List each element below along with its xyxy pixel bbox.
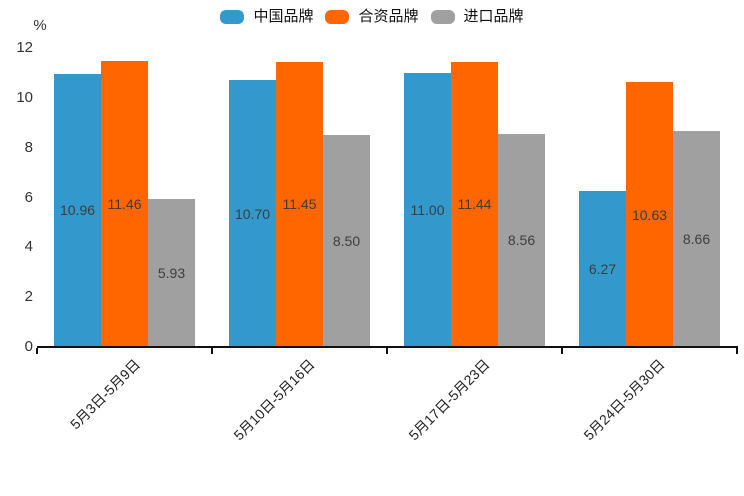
bar-中国品牌-5月10日-5月16日[interactable]: 10.70 <box>229 80 276 347</box>
bar-进口品牌-5月3日-5月9日[interactable]: 5.93 <box>148 199 195 347</box>
y-axis-tick-label: 0 <box>24 338 33 355</box>
legend-item-3[interactable]: 进口品牌 <box>430 8 524 25</box>
y-axis-tick-label: 4 <box>24 238 33 256</box>
x-axis-tick-mark <box>736 348 738 354</box>
x-axis-category-label: 5月17日-5月23日 <box>405 356 493 444</box>
bar-value-label: 5.93 <box>157 265 186 282</box>
bar-value-label: 11.44 <box>457 196 492 213</box>
x-axis-tick-mark <box>211 348 213 354</box>
legend-label: 中国品牌 <box>253 8 314 25</box>
bar-value-label: 8.56 <box>507 232 536 249</box>
bar-合资品牌-5月24日-5月30日[interactable]: 10.63 <box>626 82 673 347</box>
bar-中国品牌-5月3日-5月9日[interactable]: 10.96 <box>54 73 101 347</box>
x-axis-category-label: 5月24日-5月30日 <box>580 356 668 444</box>
legend-swatch-icon <box>430 10 455 24</box>
bar-value-label: 10.70 <box>234 205 271 222</box>
y-axis-unit-label: % <box>33 17 47 34</box>
x-axis-category-label: 5月3日-5月9日 <box>66 356 143 433</box>
bar-合资品牌-5月3日-5月9日[interactable]: 11.46 <box>101 61 148 347</box>
bar-value-label: 10.63 <box>631 206 668 223</box>
bar-合资品牌-5月17日-5月23日[interactable]: 11.44 <box>451 61 498 347</box>
y-axis-tick-label: 6 <box>24 188 33 206</box>
bar-中国品牌-5月24日-5月30日[interactable]: 6.27 <box>579 190 626 347</box>
legend-label: 进口品牌 <box>463 8 524 25</box>
bar-value-label: 11.00 <box>410 201 445 218</box>
legend-label: 合资品牌 <box>358 8 419 25</box>
bar-进口品牌-5月17日-5月23日[interactable]: 8.56 <box>498 133 545 347</box>
bar-value-label: 8.66 <box>682 231 711 248</box>
y-axis-tick-label: 12 <box>16 39 33 56</box>
x-axis-tick-mark <box>386 348 388 354</box>
bar-value-label: 8.50 <box>332 233 361 250</box>
y-axis-tick-label: 2 <box>24 288 33 306</box>
bar-value-label: 6.27 <box>588 260 617 277</box>
bar-进口品牌-5月24日-5月30日[interactable]: 8.66 <box>673 131 720 347</box>
bar-value-label: 11.46 <box>107 196 142 213</box>
x-axis-line <box>37 346 738 348</box>
y-axis-tick-label: 10 <box>16 88 33 106</box>
legend-item-2[interactable]: 合资品牌 <box>325 8 419 25</box>
x-axis-category-label: 5月10日-5月16日 <box>230 356 318 444</box>
legend-swatch-icon <box>325 10 350 24</box>
bar-进口品牌-5月10日-5月16日[interactable]: 8.50 <box>323 135 370 347</box>
y-axis-tick-label: 8 <box>24 138 33 156</box>
legend-item-1[interactable]: 中国品牌 <box>220 9 313 25</box>
x-axis-tick-mark <box>561 348 563 354</box>
bar-合资品牌-5月10日-5月16日[interactable]: 11.45 <box>276 61 323 347</box>
chart-legend: 中国品牌 合资品牌 进口品牌 <box>0 9 744 25</box>
bar-中国品牌-5月17日-5月23日[interactable]: 11.00 <box>404 72 451 347</box>
bar-value-label: 10.96 <box>59 202 96 219</box>
bar-value-label: 11.45 <box>282 196 317 213</box>
legend-swatch-icon <box>220 10 245 24</box>
x-axis-tick-mark <box>36 348 38 354</box>
